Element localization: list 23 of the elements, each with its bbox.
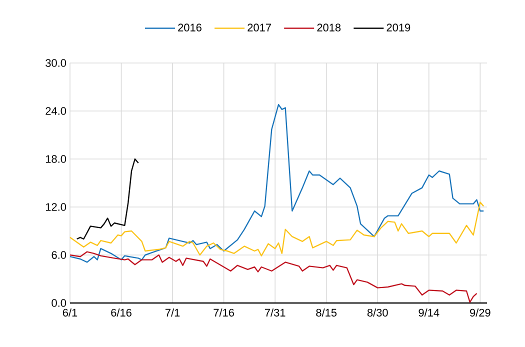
legend-label: 2019 <box>386 24 410 32</box>
x-tick-label: 8/15 <box>316 308 337 317</box>
legend-label: 2018 <box>317 24 341 32</box>
y-tick-label: 0.0 <box>52 299 66 307</box>
x-tick-label: 7/31 <box>264 308 286 317</box>
x-tick-label: 6/16 <box>111 308 132 317</box>
x-tick-label: 7/1 <box>165 308 180 317</box>
legend-label: 2016 <box>178 24 202 32</box>
x-tick-label: 9/14 <box>418 308 440 317</box>
x-tick-label: 7/16 <box>214 308 234 317</box>
x-tick-label: 9/29 <box>470 308 490 317</box>
line-series <box>69 104 484 263</box>
line-series <box>69 202 484 256</box>
x-tick-label: 6/1 <box>62 308 78 317</box>
line-series <box>76 158 139 240</box>
y-tick-label: 30.0 <box>46 59 66 67</box>
x-tick-label: 8/30 <box>367 308 388 317</box>
y-tick-label: 6.0 <box>52 251 66 259</box>
y-tick-label: 12.0 <box>46 203 66 211</box>
y-tick-label: 24.0 <box>46 107 66 115</box>
y-tick-label: 18.0 <box>46 155 66 163</box>
line-series <box>69 251 478 303</box>
legend-label: 2017 <box>248 24 271 32</box>
